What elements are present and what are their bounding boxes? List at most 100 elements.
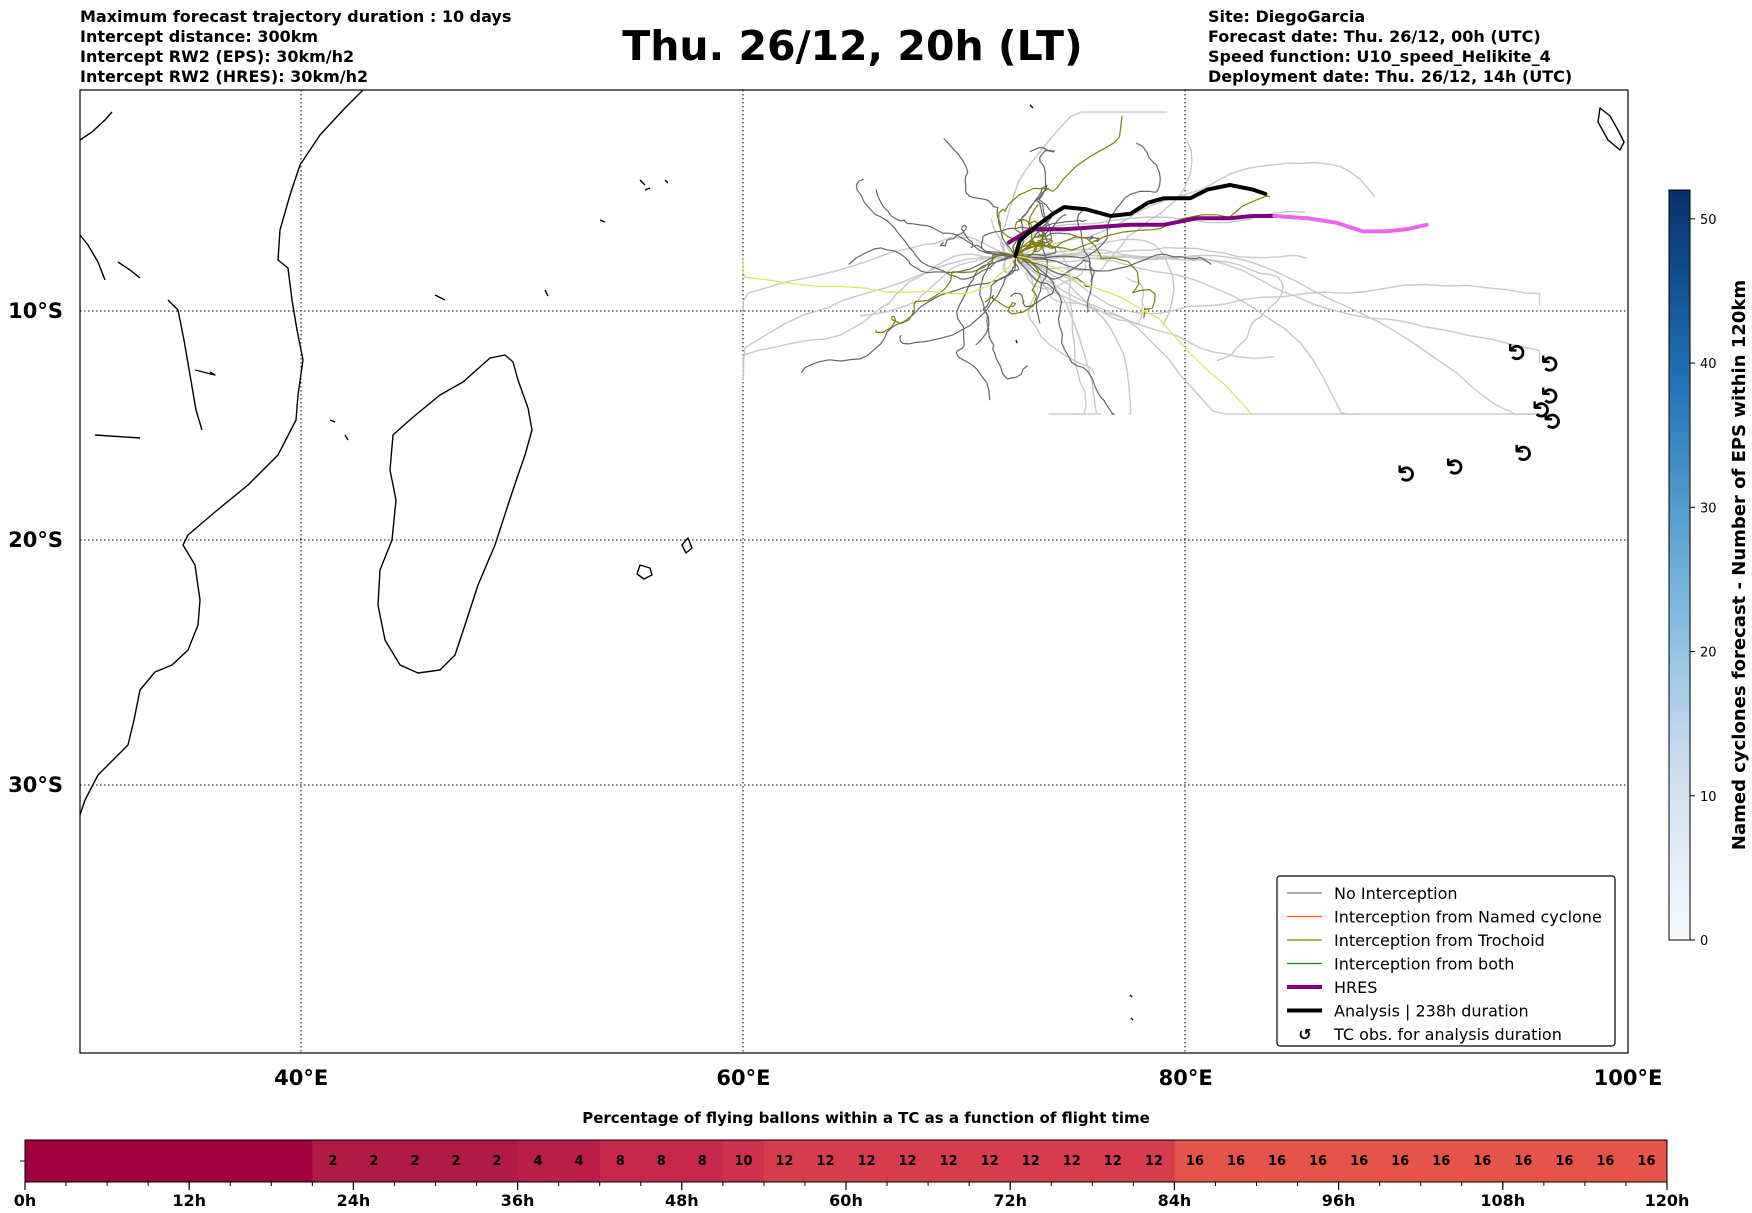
bar-cell — [271, 1140, 313, 1182]
bar-time-label: 12h — [172, 1191, 206, 1210]
bar-cell — [230, 1140, 272, 1182]
comoros-coastline — [194, 369, 349, 441]
eps-track — [1015, 142, 1161, 259]
bar-cell — [846, 1140, 888, 1182]
eps-track — [1014, 236, 1156, 319]
analysis-trajectory — [1013, 183, 1268, 258]
eps-track — [975, 252, 1016, 346]
bar-cell — [353, 1140, 395, 1182]
eps-track — [1014, 255, 1096, 376]
bar-cell — [1461, 1140, 1504, 1182]
eps-track — [1015, 255, 1284, 362]
eps-track — [875, 189, 1016, 258]
bar-cell-value: 12 — [1145, 1154, 1163, 1169]
bar-cell — [1297, 1140, 1340, 1182]
eps-track — [1000, 111, 1168, 257]
bar-time-label: 0h — [14, 1191, 37, 1210]
colorbar-tick-label: 10 — [1700, 790, 1717, 805]
forecast-parameters: Maximum forecast trajectory duration : 1… — [80, 7, 511, 87]
eps-track — [1015, 209, 1093, 288]
bar-cell — [599, 1140, 642, 1182]
maldives-coastline — [1015, 104, 1134, 1021]
bar-cell-value: 2 — [410, 1154, 419, 1169]
bar-cell-value: 16 — [1514, 1154, 1532, 1169]
eps-track — [1015, 255, 1102, 415]
bar-time-label: 60h — [829, 1191, 863, 1210]
bar-cell-value: 10 — [734, 1154, 752, 1169]
colorbar-tick-label: 50 — [1700, 213, 1717, 228]
legend-label: HRES — [1334, 978, 1377, 997]
eps-track — [1015, 146, 1055, 257]
hres-trajectory — [1006, 214, 1277, 245]
eps-track — [1014, 255, 1274, 360]
bar-cell-value: 4 — [534, 1154, 543, 1169]
bar-cell — [66, 1140, 108, 1182]
bar-cell-value: 12 — [981, 1154, 999, 1169]
bar-cell-value: 16 — [1473, 1154, 1491, 1169]
tc-obs-symbol: ↺ — [1537, 386, 1565, 406]
bar-cell-value: 12 — [816, 1154, 834, 1169]
bar-time-label: 84h — [1158, 1191, 1192, 1210]
legend-label: Interception from both — [1334, 955, 1514, 974]
bar-cell — [1256, 1140, 1299, 1182]
bar-cell — [640, 1140, 683, 1182]
bar-time-label: 120h — [1645, 1191, 1690, 1210]
tc-obs-symbol: ↺ — [1510, 443, 1538, 463]
tc-percentage-bar: Percentage of flying ballons within a TC… — [14, 1109, 1690, 1210]
eps-track — [1015, 255, 1541, 315]
eps-track — [848, 247, 1016, 274]
eps-track — [1014, 255, 1145, 325]
eps-track — [800, 255, 1017, 373]
mauritius-coastline — [636, 564, 653, 580]
reunion-coastline — [681, 537, 693, 554]
bar-cell — [681, 1140, 724, 1182]
bar-cell — [1420, 1140, 1463, 1182]
latitude-labels: 10°S 20°S 30°S — [8, 299, 63, 797]
colorbar-label: Named cyclones forecast - Number of EPS … — [1729, 280, 1750, 850]
eps-track — [1015, 238, 1054, 265]
graticule — [80, 90, 1628, 1053]
bar-cell — [558, 1140, 601, 1182]
eps-track — [1015, 200, 1053, 324]
bottom-bar-title: Percentage of flying ballons within a TC… — [582, 1109, 1150, 1127]
bar-cell — [1215, 1140, 1257, 1182]
lat-label: 10°S — [8, 299, 63, 323]
bar-cell — [148, 1140, 190, 1182]
bar-cell-value: 12 — [899, 1154, 917, 1169]
colorbar-ticks: 0 10 20 30 40 50 — [1690, 213, 1717, 949]
bar-cell-value: 16 — [1596, 1154, 1614, 1169]
legend-label: No Interception — [1334, 884, 1458, 903]
eps-track — [1015, 195, 1271, 257]
site-name: Site: DiegoGarcia — [1208, 7, 1366, 26]
lat-label: 20°S — [8, 528, 63, 552]
bar-cell — [1174, 1140, 1216, 1182]
tc-obs-symbol: ↺ — [1528, 399, 1556, 419]
eps-track — [984, 255, 1041, 315]
bar-cell — [763, 1140, 806, 1182]
seychelles-coastline — [599, 179, 669, 223]
lon-label: 100°E — [1594, 1066, 1663, 1090]
bar-cell-value: 8 — [698, 1154, 707, 1169]
bar-cell-value: 12 — [1063, 1154, 1081, 1169]
bar-time-label: 24h — [337, 1191, 371, 1210]
legend-label: Interception from Named cyclone — [1334, 908, 1602, 927]
bar-cell — [25, 1140, 67, 1182]
colorbar-tick-label: 0 — [1700, 934, 1708, 949]
eps-track — [742, 255, 1016, 295]
lon-label: 80°E — [1159, 1066, 1213, 1090]
bar-cell-value: 2 — [369, 1154, 378, 1169]
hres-trajectory-late — [1272, 214, 1429, 234]
bar-cell-value: 8 — [616, 1154, 625, 1169]
site-info: Site: DiegoGarcia Forecast date: Thu. 26… — [1208, 7, 1572, 87]
eps-track — [1014, 255, 1540, 415]
legend-swatch: ↺ — [1298, 1025, 1311, 1044]
bar-cell — [517, 1140, 560, 1182]
bar-time-label: 72h — [993, 1191, 1027, 1210]
param-intercept-distance: Intercept distance: 300km — [80, 27, 319, 46]
lon-label: 60°E — [716, 1066, 770, 1090]
eps-track — [875, 252, 1016, 333]
bar-cell-value: 2 — [328, 1154, 337, 1169]
bar-cell — [887, 1140, 929, 1182]
bar-cell — [1010, 1140, 1052, 1182]
